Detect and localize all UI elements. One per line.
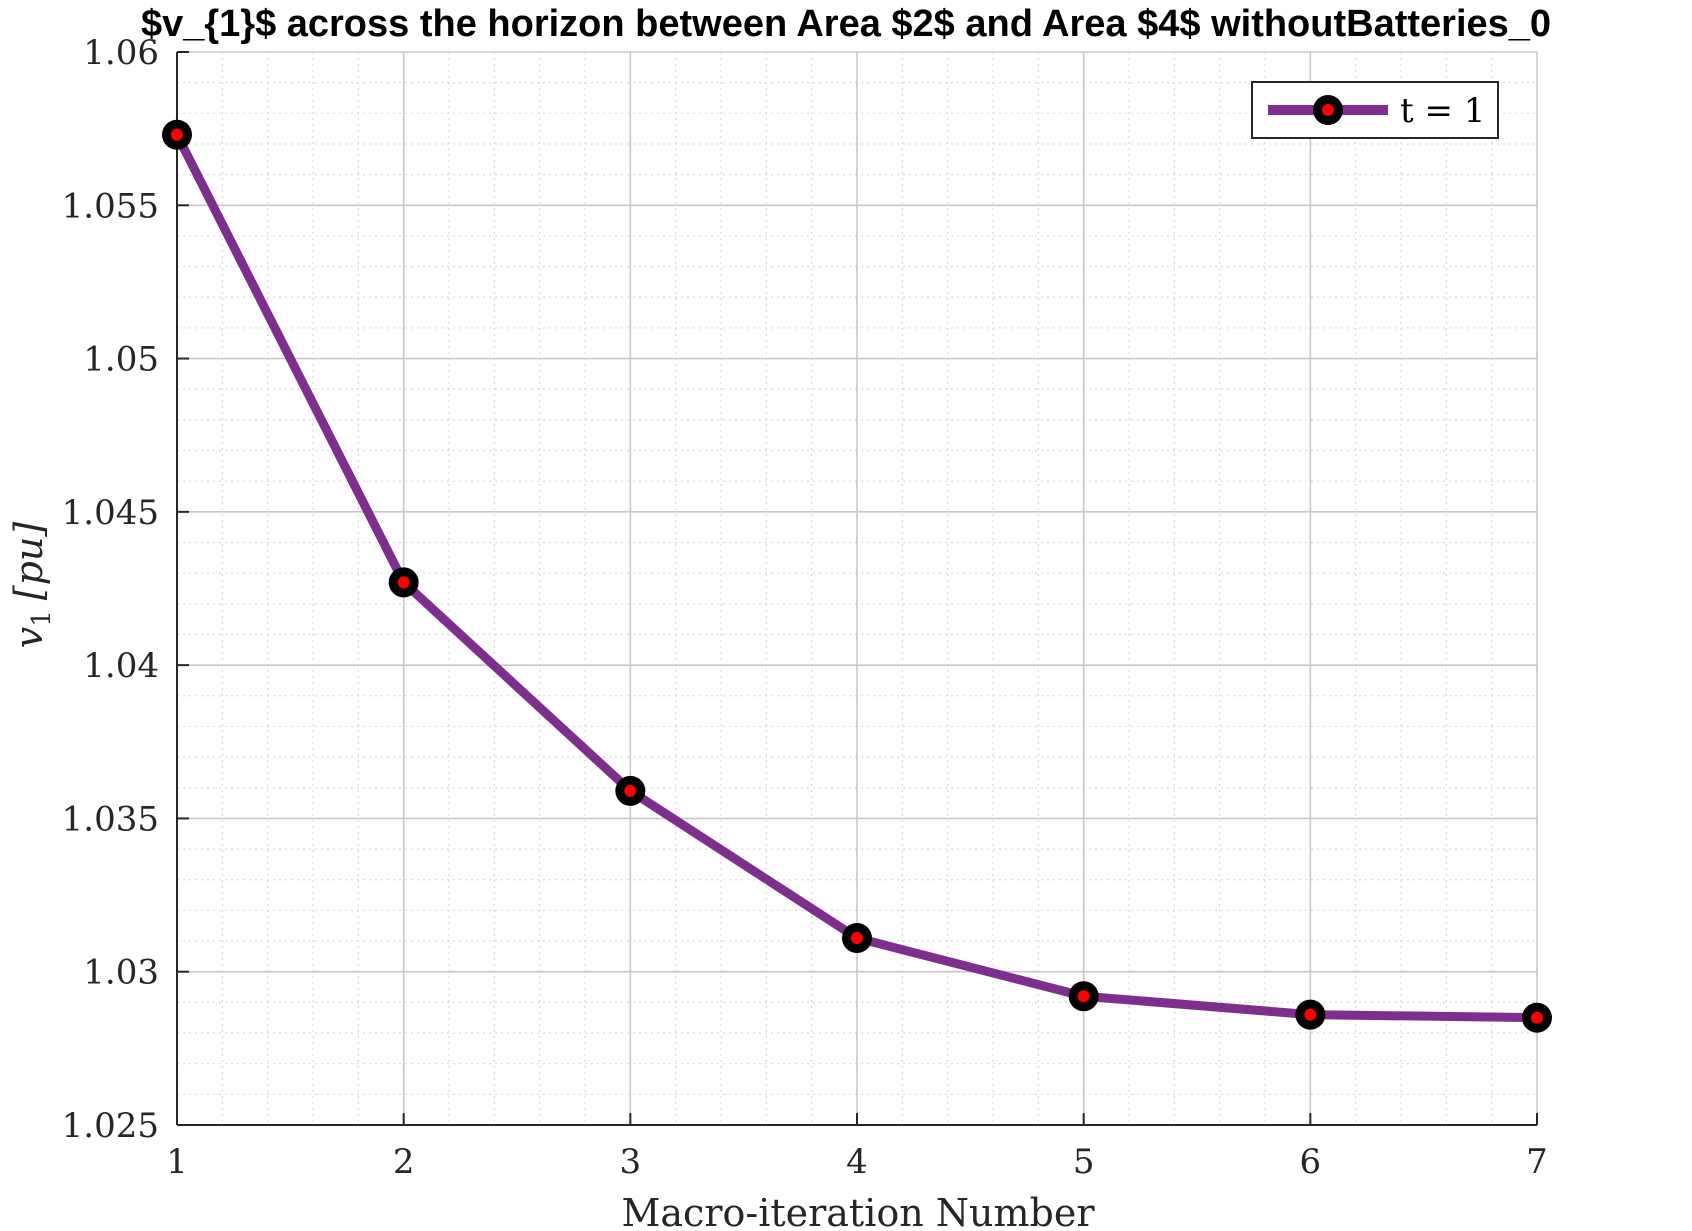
legend-marker-center [1322,104,1334,116]
y-axis-label: v1 [pu] [7,522,57,649]
x-tick-labels: 1 2 3 4 5 6 7 [166,1142,1548,1182]
axis-ticks [176,51,1538,1126]
x-tick-label: 1 [166,1142,188,1182]
legend-entry-label: t = 1 [1400,91,1485,131]
major-grid [176,51,1538,1126]
x-tick-label: 7 [1526,1142,1548,1182]
x-tick-label: 3 [620,1142,642,1182]
data-point-center [1304,1008,1317,1021]
x-tick-label: 2 [393,1142,415,1182]
x-tick-label: 6 [1300,1142,1322,1182]
series-layer [162,119,1552,1033]
y-tick-label: 1.035 [62,799,159,839]
y-tick-label: 1.04 [83,646,159,686]
y-tick-label: 1.025 [62,1106,159,1146]
data-point-center [171,128,183,141]
chart-title: $v_{1}$ across the horizon between Area … [141,3,1551,45]
y-tick-label: 1.06 [83,33,159,73]
y-tick-label: 1.05 [83,340,159,380]
data-point-center [1531,1011,1543,1024]
data-point-center [624,784,637,797]
y-tick-label: 1.055 [62,186,159,226]
y-tick-label: 1.045 [62,493,159,533]
data-point-center [397,576,410,589]
y-axis-label-main: v [7,626,51,648]
data-point-center [851,931,863,944]
y-axis-label-sub: 1 [27,610,57,627]
x-tick-label: 5 [1073,1142,1095,1182]
y-axis-label-unit: [pu] [7,522,51,601]
data-point-center [1077,990,1090,1003]
x-tick-label: 4 [846,1142,868,1182]
y-tick-label: 1.03 [83,953,159,993]
x-axis-label: Macro-iteration Number [621,1191,1095,1231]
y-tick-labels: 1.025 1.03 1.035 1.04 1.045 1.05 1.055 1.06 [62,33,159,1146]
legend: t = 1 [1251,81,1499,139]
